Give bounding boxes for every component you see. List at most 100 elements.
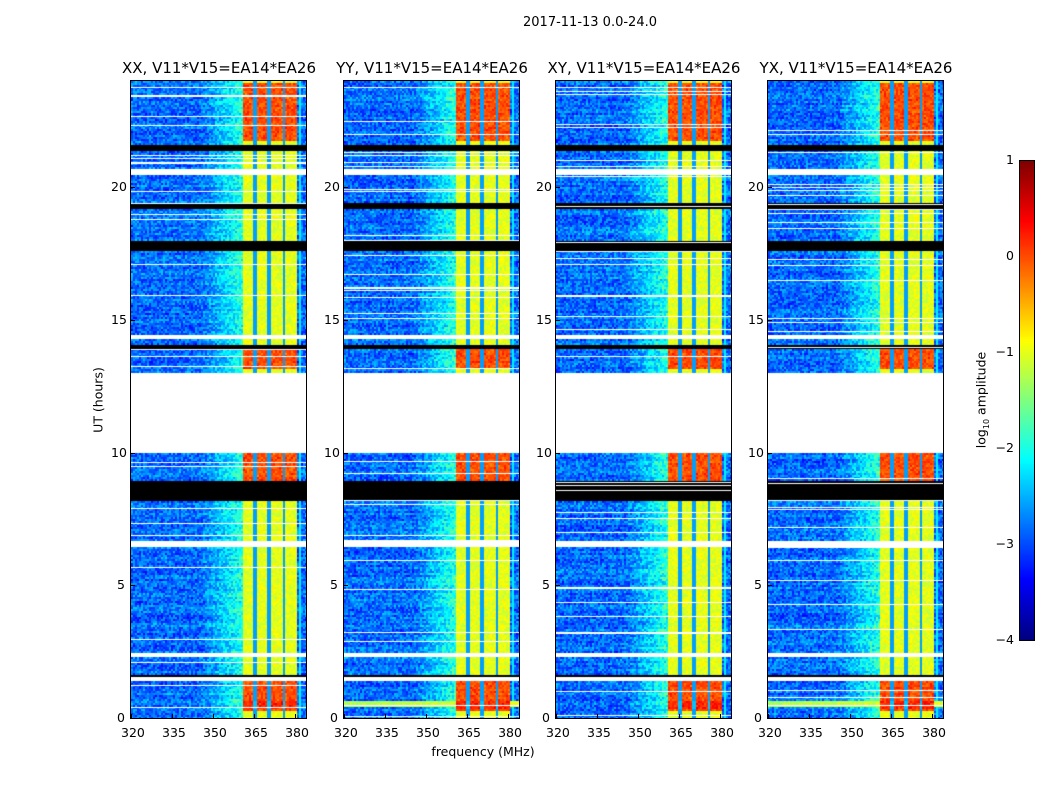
x-tick-mark	[508, 714, 510, 718]
y-tick-label: 10	[111, 444, 127, 460]
colorbar-tick-label: −1	[995, 344, 1014, 359]
y-tick-mark	[344, 585, 348, 587]
y-tick-label: 10	[324, 444, 340, 460]
x-tick-label: 350	[628, 725, 652, 740]
y-tick-mark	[131, 187, 135, 189]
y-tick-mark	[131, 585, 135, 587]
x-tick-label: 335	[162, 725, 186, 740]
figure-title: 2017-11-13 0.0-24.0	[523, 15, 657, 30]
y-tick-label: 0	[117, 710, 125, 725]
y-tick-mark	[556, 319, 560, 321]
x-tick-label: 380	[285, 725, 309, 740]
x-tick-label: 320	[121, 725, 145, 740]
y-tick-mark	[131, 319, 135, 321]
waterfall-panel-0	[130, 80, 307, 719]
y-tick-label: 5	[754, 577, 762, 593]
x-axis-label: frequency (MHz)	[431, 744, 535, 759]
y-tick-mark	[768, 718, 772, 719]
x-tick-label: 350	[416, 725, 440, 740]
y-tick-mark	[344, 319, 348, 321]
y-axis-label: UT (hours)	[90, 367, 106, 433]
x-tick-mark	[932, 714, 934, 718]
y-tick-label: 0	[330, 710, 338, 725]
x-tick-mark	[172, 714, 174, 718]
x-tick-mark	[720, 714, 722, 718]
colorbar	[1019, 160, 1035, 641]
heatmap-image	[768, 81, 943, 718]
colorbar-tick-label: 1	[1006, 152, 1014, 167]
y-tick-label: 5	[117, 577, 125, 593]
waterfall-panel-2	[555, 80, 732, 719]
x-tick-mark	[597, 714, 599, 718]
y-tick-mark	[768, 187, 772, 189]
y-tick-label: 15	[111, 311, 127, 327]
x-tick-label: 335	[587, 725, 611, 740]
colorbar-tick-label: −2	[995, 440, 1014, 455]
x-tick-label: 365	[244, 725, 268, 740]
x-tick-label: 380	[710, 725, 734, 740]
x-tick-mark	[891, 714, 893, 718]
y-tick-mark	[131, 452, 135, 454]
x-tick-mark	[426, 714, 428, 718]
y-tick-label: 20	[536, 179, 552, 195]
y-tick-label: 0	[542, 710, 550, 725]
y-tick-mark	[556, 718, 560, 719]
y-tick-mark	[768, 319, 772, 321]
x-tick-label: 350	[203, 725, 227, 740]
y-tick-label: 15	[748, 311, 764, 327]
heatmap-image	[344, 81, 519, 718]
y-tick-label: 0	[754, 710, 762, 725]
x-tick-mark	[850, 714, 852, 718]
x-tick-mark	[254, 714, 256, 718]
y-tick-mark	[768, 452, 772, 454]
x-tick-label: 365	[881, 725, 905, 740]
y-tick-mark	[768, 585, 772, 587]
panel-title: XX, V11*V15=EA14*EA26	[121, 59, 317, 77]
y-tick-mark	[344, 187, 348, 189]
x-tick-label: 380	[498, 725, 522, 740]
x-tick-label: 365	[669, 725, 693, 740]
x-tick-label: 335	[799, 725, 823, 740]
y-tick-label: 20	[748, 179, 764, 195]
x-tick-mark	[679, 714, 681, 718]
y-tick-mark	[344, 718, 348, 719]
colorbar-tick-label: 0	[1006, 248, 1014, 263]
x-tick-mark	[638, 714, 640, 718]
x-tick-mark	[385, 714, 387, 718]
heatmap-image	[556, 81, 731, 718]
x-tick-label: 380	[922, 725, 946, 740]
panel-title: YX, V11*V15=EA14*EA26	[759, 59, 953, 77]
x-tick-mark	[809, 714, 811, 718]
heatmap-image	[131, 81, 306, 718]
y-tick-label: 15	[324, 311, 340, 327]
waterfall-panel-1	[343, 80, 520, 719]
colorbar-label: log10 amplitude	[973, 351, 991, 449]
y-tick-mark	[556, 452, 560, 454]
y-tick-label: 20	[111, 179, 127, 195]
x-tick-mark	[131, 714, 132, 718]
y-tick-mark	[344, 452, 348, 454]
y-tick-label: 20	[324, 179, 340, 195]
panel-title: XY, V11*V15=EA14*EA26	[547, 59, 741, 77]
y-tick-mark	[556, 187, 560, 189]
colorbar-gradient	[1020, 161, 1034, 640]
x-tick-label: 320	[546, 725, 570, 740]
y-tick-mark	[556, 585, 560, 587]
x-tick-label: 365	[457, 725, 481, 740]
x-tick-mark	[556, 714, 557, 718]
y-tick-mark	[131, 718, 135, 719]
panel-title: YY, V11*V15=EA14*EA26	[336, 59, 528, 77]
x-tick-label: 335	[375, 725, 399, 740]
x-tick-label: 320	[334, 725, 358, 740]
x-tick-mark	[768, 714, 769, 718]
y-tick-label: 15	[536, 311, 552, 327]
y-tick-label: 10	[748, 444, 764, 460]
y-tick-label: 5	[330, 577, 338, 593]
x-tick-mark	[344, 714, 345, 718]
x-tick-mark	[295, 714, 297, 718]
x-tick-label: 350	[840, 725, 864, 740]
y-tick-label: 10	[536, 444, 552, 460]
y-tick-label: 5	[542, 577, 550, 593]
colorbar-tick-label: −3	[995, 536, 1014, 551]
x-tick-mark	[467, 714, 469, 718]
